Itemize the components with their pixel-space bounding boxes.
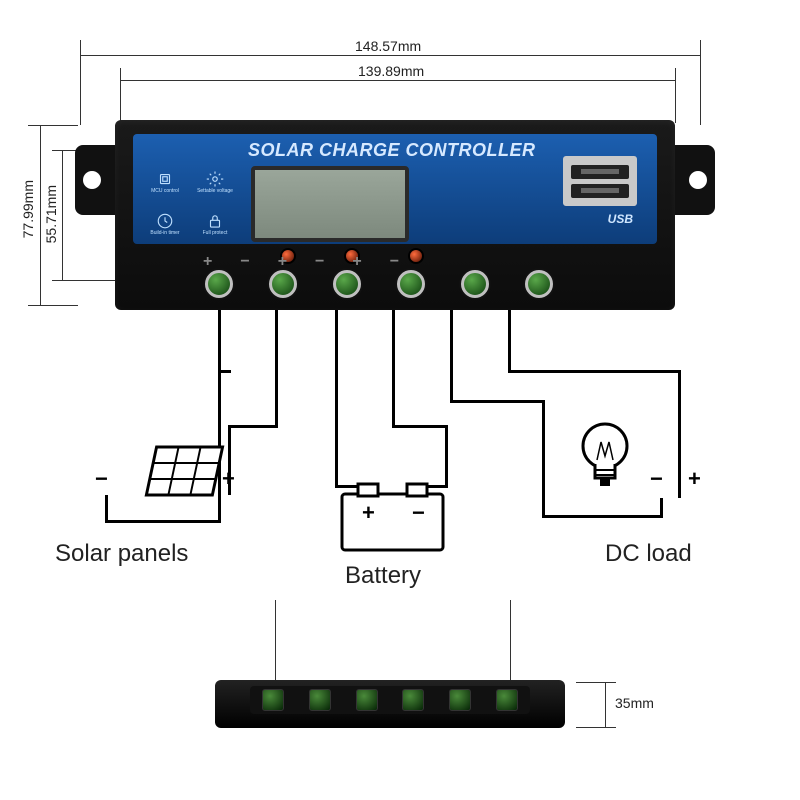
terminal-3[interactable] <box>333 270 361 298</box>
dim-tick <box>700 40 701 125</box>
bulb-icon <box>575 420 635 510</box>
clock-icon: Build-in timer <box>143 206 187 242</box>
dim-outer-width: 148.57mm <box>355 38 421 54</box>
guide-line <box>510 600 511 685</box>
side-terminal <box>309 689 331 711</box>
solar-pos: + <box>222 466 235 492</box>
wire <box>335 310 338 485</box>
terminals <box>205 270 553 298</box>
wire <box>445 425 448 485</box>
dim-depth-line <box>605 682 606 727</box>
wire <box>392 425 447 428</box>
device-side-view <box>215 680 565 728</box>
dim-depth: 35mm <box>615 695 654 711</box>
dim-tick <box>576 682 616 683</box>
usb-ports[interactable] <box>563 156 637 206</box>
lcd-screen <box>251 166 409 242</box>
dim-panel-h-line <box>62 150 63 280</box>
battery-pos: + <box>362 500 375 526</box>
terminal-2[interactable] <box>269 270 297 298</box>
usb-port-2[interactable] <box>571 184 629 198</box>
dim-tick <box>80 40 81 125</box>
side-terminal <box>449 689 471 711</box>
usb-label: USB <box>608 212 633 226</box>
load-pos: + <box>688 466 701 492</box>
terminal-4[interactable] <box>397 270 425 298</box>
wire <box>508 310 511 370</box>
wire <box>508 370 680 373</box>
dim-tick <box>28 125 78 126</box>
load-neg: − <box>650 466 663 492</box>
guide-line <box>275 600 276 685</box>
dim-tick <box>28 305 78 306</box>
feature-icons: MCU control Settable voltage Build-in ti… <box>143 164 237 242</box>
led-3[interactable] <box>408 248 424 264</box>
side-terminal <box>496 689 518 711</box>
battery-label: Battery <box>345 562 421 590</box>
wire <box>660 498 663 518</box>
wire <box>542 400 545 515</box>
dim-tick <box>675 68 676 123</box>
dim-tick <box>120 68 121 123</box>
dim-outer-width-line <box>80 55 700 56</box>
wire <box>218 370 231 373</box>
solar-panel-icon <box>135 445 230 525</box>
dim-tick <box>52 280 120 281</box>
usb-port-1[interactable] <box>571 165 629 179</box>
wire <box>678 370 681 498</box>
wire <box>450 310 453 400</box>
dim-panel-height: 55.71mm <box>43 185 59 243</box>
wire <box>275 310 278 425</box>
terminal-5[interactable] <box>461 270 489 298</box>
lock-icon: Full protect <box>193 206 237 242</box>
terminal-1[interactable] <box>205 270 233 298</box>
dim-panel-width-line <box>120 80 675 81</box>
wire <box>230 425 278 428</box>
wire <box>392 310 395 425</box>
dim-outer-h-line <box>40 125 41 305</box>
device-face: SOLAR CHARGE CONTROLLER MCU control Sett… <box>133 134 657 244</box>
device-body: SOLAR CHARGE CONTROLLER MCU control Sett… <box>115 120 675 310</box>
wire <box>542 515 662 518</box>
wire <box>218 310 221 370</box>
side-terminal <box>356 689 378 711</box>
side-terminal <box>402 689 424 711</box>
dim-tick <box>576 727 616 728</box>
solar-label: Solar panels <box>55 540 188 568</box>
terminal-6[interactable] <box>525 270 553 298</box>
gear-icon: Settable voltage <box>193 164 237 200</box>
battery-icon <box>340 480 445 560</box>
terminal-polarity-row: + − + − + − <box>203 254 399 270</box>
side-terminal <box>262 689 284 711</box>
chip-icon: MCU control <box>143 164 187 200</box>
battery-neg: − <box>412 500 425 526</box>
dim-panel-width: 139.89mm <box>358 63 424 79</box>
solar-neg: − <box>95 466 108 492</box>
wire <box>450 400 545 403</box>
load-label: DC load <box>605 540 692 568</box>
device: SOLAR CHARGE CONTROLLER MCU control Sett… <box>115 120 675 310</box>
wire <box>105 495 108 523</box>
dim-outer-height: 77.99mm <box>20 180 36 238</box>
